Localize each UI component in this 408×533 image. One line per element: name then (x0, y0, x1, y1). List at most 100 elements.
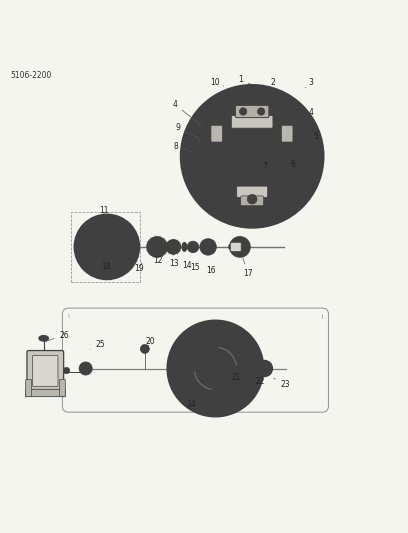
Circle shape (87, 228, 126, 266)
Circle shape (237, 163, 242, 168)
Text: 15: 15 (190, 263, 200, 272)
Circle shape (173, 326, 258, 411)
FancyBboxPatch shape (282, 125, 293, 142)
Circle shape (237, 145, 242, 150)
FancyBboxPatch shape (26, 389, 65, 397)
Circle shape (167, 320, 264, 417)
FancyBboxPatch shape (26, 379, 31, 397)
Circle shape (192, 345, 239, 392)
Circle shape (199, 103, 306, 210)
Text: 26: 26 (45, 330, 69, 342)
Circle shape (74, 214, 140, 279)
FancyBboxPatch shape (235, 106, 269, 118)
Circle shape (255, 139, 259, 144)
Circle shape (187, 241, 199, 253)
Ellipse shape (239, 147, 251, 156)
Circle shape (100, 239, 114, 254)
Text: 18: 18 (101, 262, 111, 271)
Text: 16: 16 (206, 266, 216, 275)
Circle shape (228, 244, 235, 250)
Circle shape (207, 400, 215, 408)
Circle shape (181, 85, 324, 228)
Text: 20: 20 (145, 337, 155, 350)
Circle shape (82, 365, 89, 372)
Text: 11: 11 (99, 206, 109, 215)
Circle shape (151, 240, 164, 254)
Text: 23: 23 (274, 378, 290, 389)
Circle shape (205, 358, 226, 379)
Circle shape (247, 195, 257, 204)
Text: 17: 17 (243, 257, 253, 278)
Circle shape (79, 219, 135, 274)
Ellipse shape (39, 335, 49, 341)
Text: 4: 4 (172, 100, 202, 126)
Text: 7: 7 (262, 162, 268, 171)
Circle shape (211, 116, 293, 197)
Circle shape (233, 363, 244, 374)
Text: 5: 5 (311, 132, 319, 143)
FancyBboxPatch shape (33, 356, 58, 386)
Circle shape (91, 231, 122, 262)
Circle shape (233, 240, 246, 254)
FancyBboxPatch shape (60, 379, 65, 397)
Text: 25: 25 (90, 341, 105, 350)
Circle shape (239, 143, 265, 169)
Circle shape (169, 243, 177, 251)
Text: 5106-2200: 5106-2200 (10, 71, 51, 79)
Circle shape (256, 360, 273, 377)
Circle shape (103, 243, 111, 251)
Circle shape (265, 154, 270, 159)
Circle shape (219, 156, 227, 165)
Circle shape (93, 261, 98, 265)
Circle shape (204, 109, 300, 204)
Text: 2: 2 (267, 78, 276, 87)
Circle shape (190, 244, 196, 250)
Text: 10: 10 (211, 78, 224, 86)
Text: 21: 21 (231, 373, 241, 382)
Text: 22: 22 (255, 377, 265, 386)
Circle shape (79, 362, 92, 375)
Text: 24: 24 (186, 400, 196, 409)
Text: 12: 12 (153, 256, 163, 265)
Circle shape (105, 225, 109, 229)
Circle shape (124, 239, 128, 243)
Circle shape (249, 365, 257, 372)
Circle shape (246, 361, 260, 375)
Circle shape (229, 361, 233, 366)
FancyBboxPatch shape (231, 116, 273, 128)
Circle shape (198, 361, 202, 366)
Circle shape (178, 331, 253, 406)
Circle shape (223, 379, 227, 384)
Circle shape (63, 367, 70, 374)
Circle shape (116, 261, 120, 265)
Circle shape (189, 93, 315, 220)
Circle shape (213, 350, 217, 354)
Circle shape (244, 148, 260, 165)
Circle shape (83, 223, 131, 271)
Text: 6: 6 (288, 160, 295, 169)
Circle shape (257, 108, 265, 115)
Circle shape (166, 239, 181, 254)
Circle shape (188, 341, 243, 396)
Text: 9: 9 (175, 123, 200, 139)
Circle shape (185, 89, 319, 224)
Circle shape (208, 405, 214, 410)
Circle shape (259, 363, 270, 374)
Text: 14: 14 (182, 261, 192, 270)
Ellipse shape (239, 160, 251, 168)
Text: 3: 3 (305, 78, 313, 88)
Circle shape (95, 235, 119, 259)
Circle shape (255, 168, 259, 174)
Circle shape (140, 344, 149, 353)
Circle shape (230, 360, 248, 377)
FancyBboxPatch shape (237, 186, 268, 198)
Circle shape (239, 108, 247, 115)
Circle shape (230, 237, 250, 257)
Text: 19: 19 (134, 263, 144, 273)
Circle shape (200, 353, 231, 384)
Text: 1: 1 (238, 75, 251, 84)
Text: 13: 13 (169, 259, 179, 268)
Ellipse shape (239, 173, 251, 182)
Circle shape (204, 379, 208, 384)
FancyBboxPatch shape (231, 243, 241, 252)
